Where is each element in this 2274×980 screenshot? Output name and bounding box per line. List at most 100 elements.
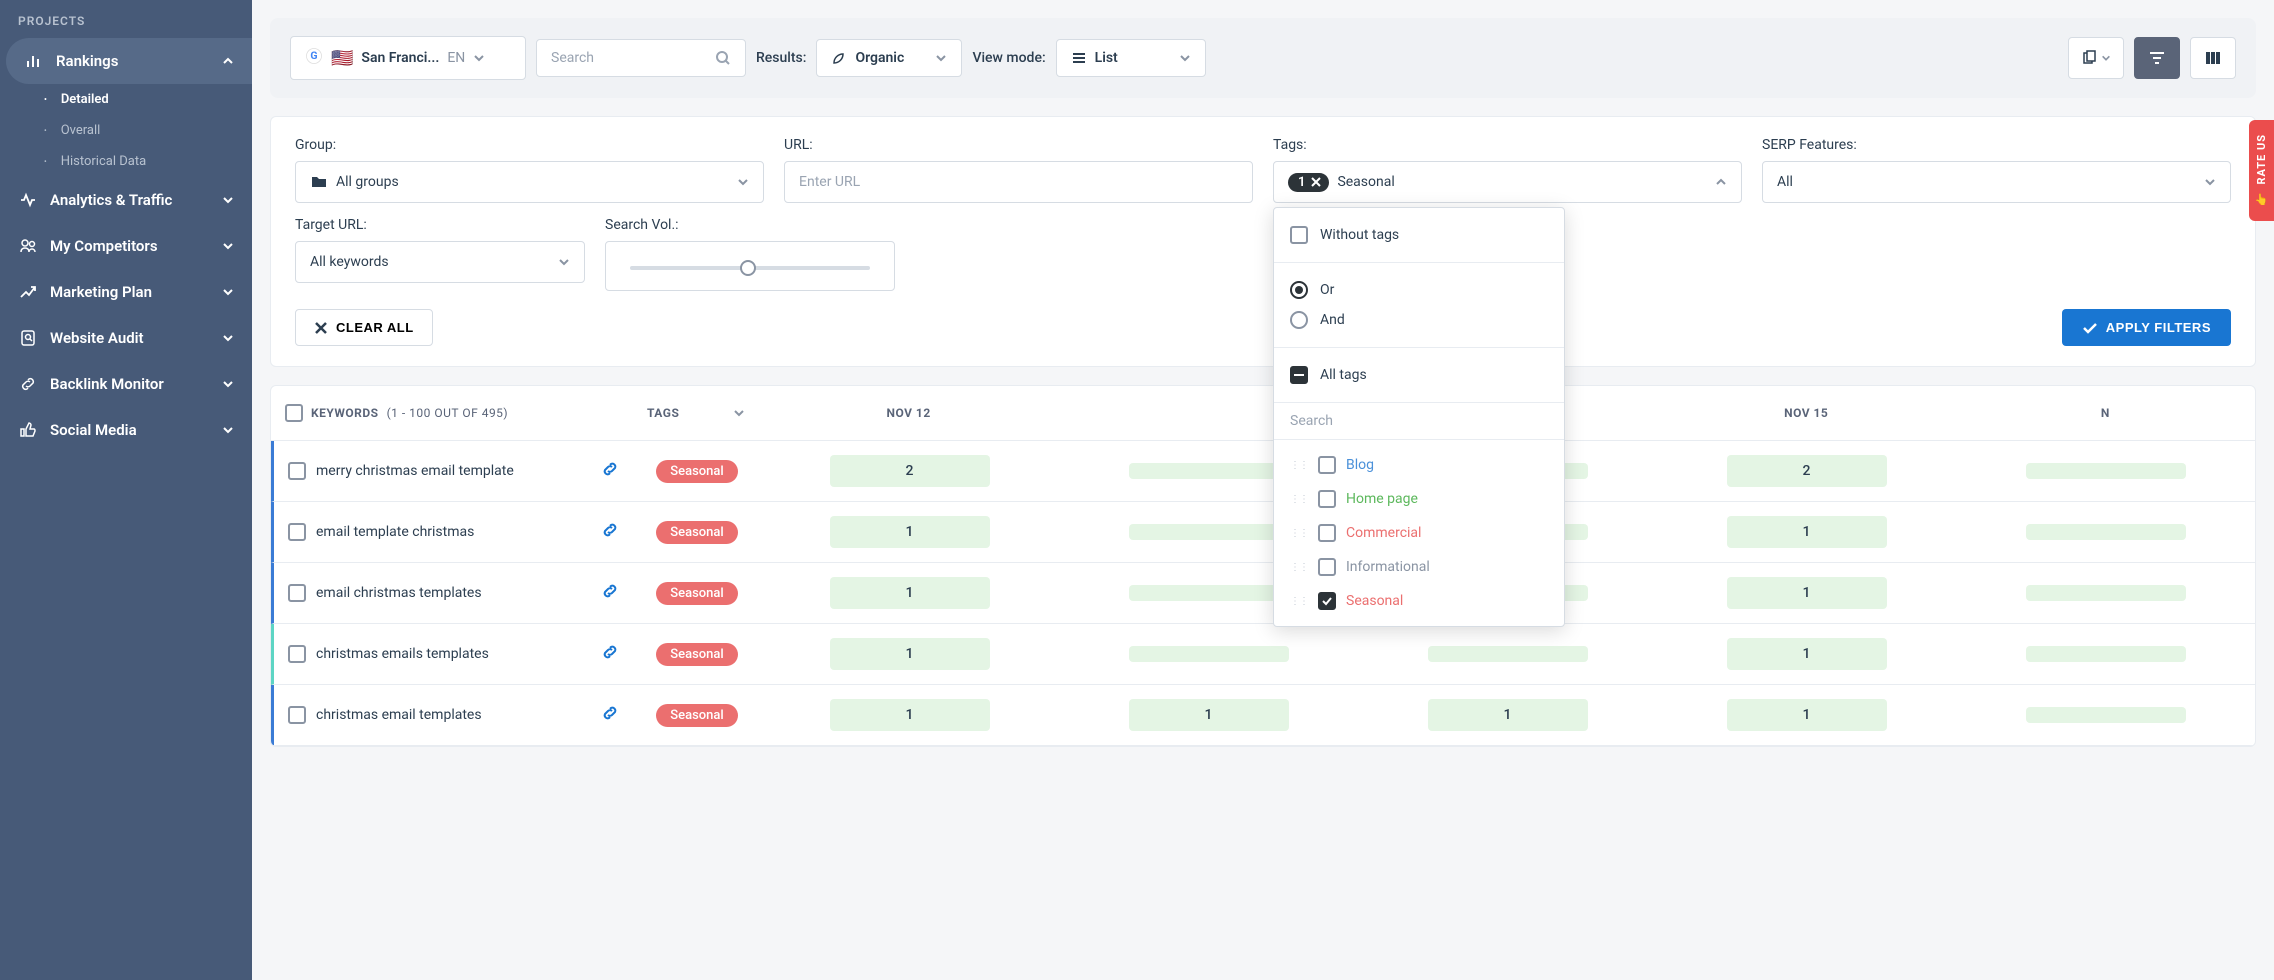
th-tags[interactable]: TAGS xyxy=(633,386,759,440)
chevron-down-icon xyxy=(558,256,570,268)
rank-cell: 2 xyxy=(830,455,990,487)
search-placeholder: Search xyxy=(551,50,594,66)
drag-handle-icon[interactable]: ⋮⋮ xyxy=(1290,596,1308,607)
filter-icon xyxy=(2148,49,2166,67)
columns-button[interactable] xyxy=(2190,37,2236,79)
chevron-down-icon xyxy=(2101,53,2111,63)
th-date[interactable]: N xyxy=(1956,386,2255,440)
sidebar-item-backlink-monitor[interactable]: Backlink Monitor xyxy=(0,361,252,407)
location-text: San Franci... xyxy=(361,50,439,66)
all-tags-label: All tags xyxy=(1320,367,1367,383)
location-selector[interactable]: G 🇺🇸 San Franci... EN xyxy=(290,36,526,80)
tag-option-home-page[interactable]: ⋮⋮ Home page xyxy=(1284,482,1554,516)
columns-icon xyxy=(2204,49,2222,67)
and-option[interactable]: And xyxy=(1290,305,1548,335)
link-icon[interactable] xyxy=(600,642,620,666)
link-icon[interactable] xyxy=(600,581,620,605)
chevron-down-icon xyxy=(473,52,485,64)
tag-option-blog[interactable]: ⋮⋮Blog xyxy=(1284,448,1554,482)
table-row: email christmas templatesSeasonal11 xyxy=(271,563,2255,624)
checkbox-icon xyxy=(1290,226,1308,244)
th-keywords[interactable]: KEYWORDS (1 - 100 OUT OF 495) xyxy=(271,386,633,440)
link-icon[interactable] xyxy=(600,459,620,483)
tag-option-label: Home page xyxy=(1346,491,1418,507)
th-date[interactable]: NOV 12 xyxy=(759,386,1058,440)
chevron-down-icon xyxy=(1179,52,1191,64)
tag-badge: Seasonal xyxy=(656,521,737,544)
close-icon[interactable] xyxy=(1311,177,1321,187)
select-all-checkbox[interactable] xyxy=(285,404,303,422)
rank-cell: 1 xyxy=(830,638,990,670)
checkbox-icon xyxy=(1318,524,1336,542)
filters-panel: Group: All groups URL: Enter URL Tags: xyxy=(270,116,2256,367)
drag-handle-icon[interactable]: ⋮⋮ xyxy=(1290,494,1308,505)
slider-thumb[interactable] xyxy=(740,260,756,276)
row-checkbox[interactable] xyxy=(288,584,306,602)
keyword-text: email christmas templates xyxy=(316,585,590,601)
rate-us-tab[interactable]: RATE US 👆 xyxy=(2249,120,2274,221)
row-checkbox[interactable] xyxy=(288,645,306,663)
drag-handle-icon[interactable]: ⋮⋮ xyxy=(1290,562,1308,573)
without-tags-option[interactable]: Without tags xyxy=(1290,220,1548,250)
row-checkbox[interactable] xyxy=(288,706,306,724)
tag-option-seasonal[interactable]: ⋮⋮Seasonal xyxy=(1284,584,1554,618)
group-selector[interactable]: All groups xyxy=(295,161,764,203)
apply-label: APPLY FILTERS xyxy=(2106,320,2211,335)
apply-filters-button[interactable]: APPLY FILTERS xyxy=(2062,309,2231,346)
row-checkbox[interactable] xyxy=(288,462,306,480)
checkbox-icon xyxy=(1318,592,1336,610)
th-keywords-label: KEYWORDS xyxy=(311,406,379,420)
table-row: email template christmasSeasonal11 xyxy=(271,502,2255,563)
sidebar-item-social-media[interactable]: Social Media xyxy=(0,407,252,453)
sidebar-sub-overall[interactable]: Overall xyxy=(0,115,252,146)
target-url-selector[interactable]: All keywords xyxy=(295,241,585,283)
sidebar-sub-detailed[interactable]: Detailed xyxy=(0,84,252,115)
tags-search-input[interactable]: Search xyxy=(1274,403,1564,440)
drag-handle-icon[interactable]: ⋮⋮ xyxy=(1290,528,1308,539)
tags-selector[interactable]: 1 Seasonal xyxy=(1273,161,1742,203)
search-vol-slider[interactable] xyxy=(605,241,895,291)
viewmode-selector[interactable]: List xyxy=(1056,39,1206,77)
sidebar-item-website-audit[interactable]: Website Audit xyxy=(0,315,252,361)
drag-handle-icon[interactable]: ⋮⋮ xyxy=(1290,460,1308,471)
rank-cell: 1 xyxy=(1727,699,1887,731)
sidebar-item-marketing-plan[interactable]: Marketing Plan xyxy=(0,269,252,315)
th-keywords-count: (1 - 100 OUT OF 495) xyxy=(387,406,509,420)
chevron-down-icon xyxy=(733,407,745,419)
sidebar-item-analytics-traffic[interactable]: Analytics & Traffic xyxy=(0,177,252,223)
tag-option-label: Commercial xyxy=(1346,525,1421,541)
tag-option-commercial[interactable]: ⋮⋮ Commercial xyxy=(1284,516,1554,550)
rank-cell xyxy=(2026,463,2186,479)
thumbs-up-icon xyxy=(18,421,38,439)
clear-all-button[interactable]: CLEAR ALL xyxy=(295,309,433,346)
link-icon[interactable] xyxy=(600,520,620,544)
rank-cell: 1 xyxy=(1428,699,1588,731)
tags-label: Tags: xyxy=(1273,137,1742,153)
tag-option-label: Informational xyxy=(1346,559,1430,575)
table-row: merry christmas email templateSeasonal22 xyxy=(271,441,2255,502)
rank-cell xyxy=(1129,524,1289,540)
sidebar-item-rankings[interactable]: Rankings xyxy=(6,38,252,84)
link-icon[interactable] xyxy=(600,703,620,727)
row-checkbox[interactable] xyxy=(288,523,306,541)
filter-button[interactable] xyxy=(2134,37,2180,79)
all-tags-option[interactable]: All tags xyxy=(1290,360,1548,390)
serp-label: SERP Features: xyxy=(1762,137,2231,153)
chevron-up-icon xyxy=(1715,176,1727,188)
radio-icon xyxy=(1290,281,1308,299)
tag-count-chip[interactable]: 1 xyxy=(1288,173,1329,192)
sidebar-sub-historical-data[interactable]: Historical Data xyxy=(0,146,252,177)
nav-label: Website Audit xyxy=(50,329,144,347)
sidebar-item-my-competitors[interactable]: My Competitors xyxy=(0,223,252,269)
serp-selector[interactable]: All xyxy=(1762,161,2231,203)
results-selector[interactable]: Organic xyxy=(816,39,962,77)
toolbar-search-input[interactable]: Search xyxy=(536,39,746,77)
tag-count: 1 xyxy=(1298,175,1305,190)
th-date[interactable]: NOV 15 xyxy=(1657,386,1956,440)
tag-option-informational[interactable]: ⋮⋮ Informational xyxy=(1284,550,1554,584)
or-option[interactable]: Or xyxy=(1290,275,1548,305)
list-icon xyxy=(1071,50,1087,66)
url-input[interactable]: Enter URL xyxy=(784,161,1253,203)
copy-button[interactable] xyxy=(2068,37,2124,79)
chevron-down-icon xyxy=(935,52,947,64)
